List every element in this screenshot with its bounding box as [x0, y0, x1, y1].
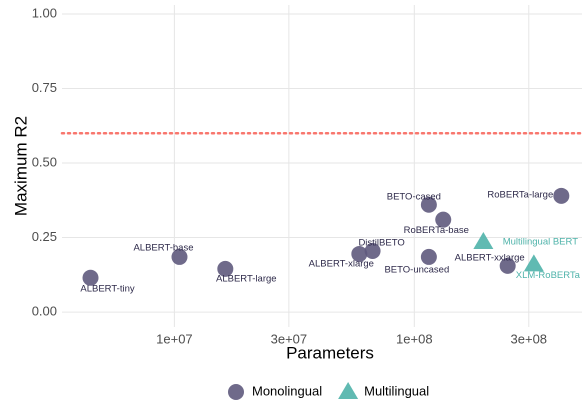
point: [435, 211, 452, 228]
point: [499, 257, 516, 274]
legend-label: Multilingual: [364, 383, 429, 398]
point: [171, 248, 188, 265]
x-tick-label: 1e+07: [156, 331, 193, 346]
point-label: XLM-RoBERTa: [516, 270, 581, 281]
point-label: ALBERT-xxlarge: [455, 252, 525, 263]
point: [351, 245, 368, 262]
point: [420, 248, 437, 265]
point-label: DistilBETO: [358, 237, 404, 248]
legend-item: Monolingual: [228, 383, 322, 400]
point-label: Multilingual BERT: [503, 237, 579, 248]
y-tick-label: 0.75: [32, 80, 57, 95]
x-tick-label: 3e+08: [511, 331, 548, 346]
legend-key: [228, 384, 244, 400]
point: [473, 232, 494, 250]
point-label: ALBERT-large: [216, 273, 277, 284]
point-label: RoBERTa-base: [404, 225, 469, 236]
point-label: ALBERT-base: [133, 242, 193, 253]
legend-label: Monolingual: [252, 383, 322, 398]
point: [523, 254, 544, 272]
x-axis-title: Parameters: [286, 343, 374, 362]
point: [217, 260, 234, 277]
point-label: RoBERTa-large: [487, 189, 553, 200]
point-label: BETO-uncased: [384, 264, 449, 275]
y-axis-title: Maximum R2: [11, 116, 30, 216]
legend-key: [338, 382, 359, 399]
point-label: ALBERT-xlarge: [309, 258, 374, 269]
legend-item: Multilingual: [338, 382, 429, 399]
x-tick-label: 1e+08: [396, 331, 433, 346]
y-tick-label: 0.00: [32, 304, 57, 319]
x-tick-label: 3e+07: [271, 331, 308, 346]
point: [82, 269, 99, 286]
y-tick-label: 0.25: [32, 229, 57, 244]
point-label: ALBERT-tiny: [80, 283, 134, 294]
y-tick-label: 1.00: [32, 5, 57, 20]
y-tick-label: 0.50: [32, 154, 57, 169]
point-label: BETO-cased: [387, 191, 441, 202]
point: [420, 196, 437, 213]
point: [364, 242, 381, 259]
point: [553, 187, 570, 204]
